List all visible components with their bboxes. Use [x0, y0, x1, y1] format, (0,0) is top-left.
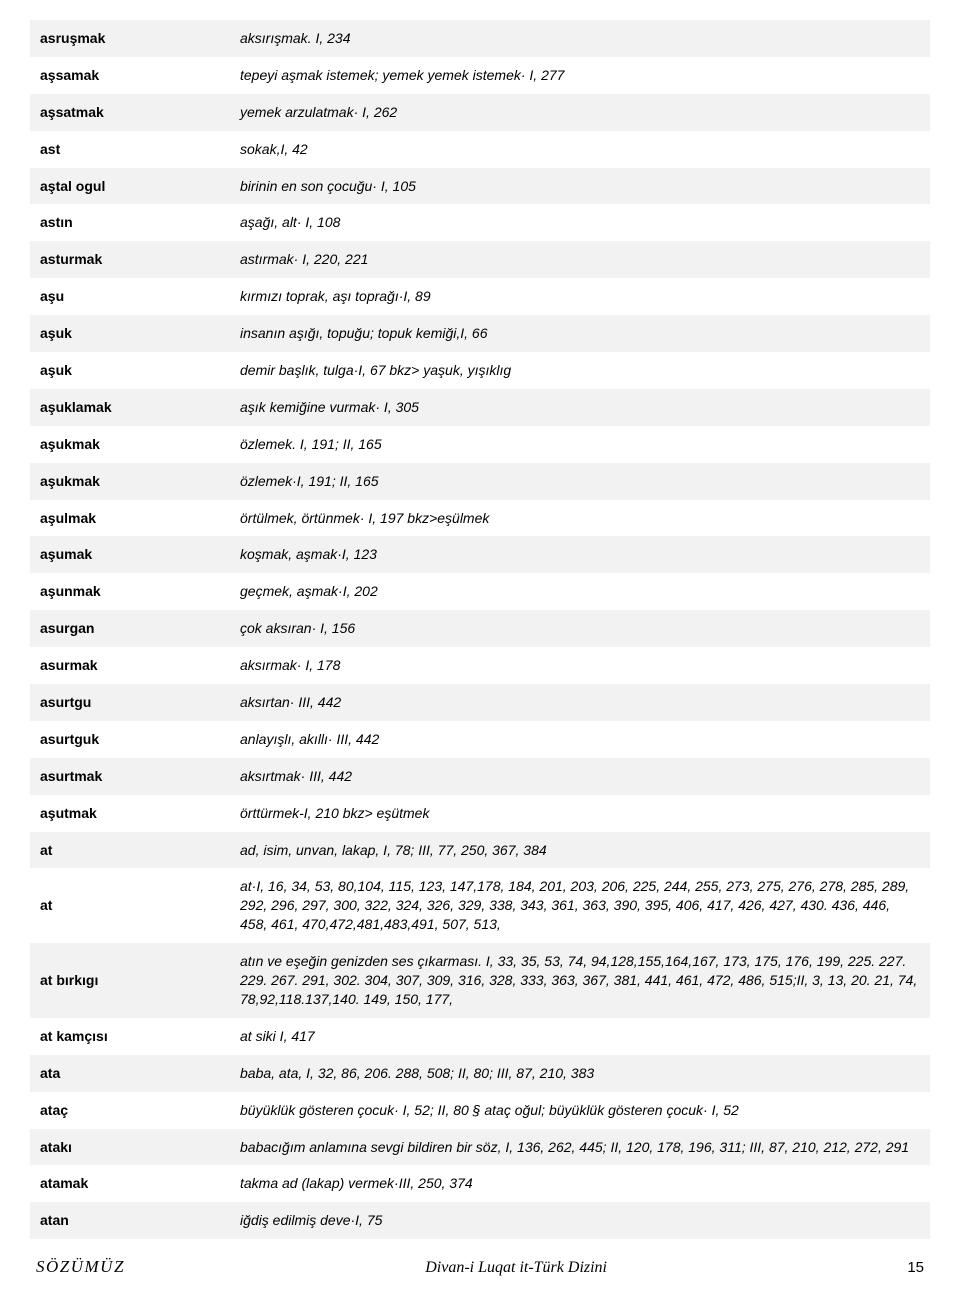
term-cell: aşumak: [30, 536, 230, 573]
term-cell: at kamçısı: [30, 1018, 230, 1055]
table-row: aşunmakgeçmek, aşmak·I, 202: [30, 573, 930, 610]
definition-cell: örttürmek-I, 210 bkz> eşütmek: [230, 795, 930, 832]
definition-cell: ad, isim, unvan, lakap, I, 78; III, 77, …: [230, 832, 930, 869]
table-row: at kamçısıat siki I, 417: [30, 1018, 930, 1055]
term-cell: aşuk: [30, 352, 230, 389]
term-cell: ast: [30, 131, 230, 168]
table-row: aşukinsanın aşığı, topuğu; topuk kemiği,…: [30, 315, 930, 352]
term-cell: ata: [30, 1055, 230, 1092]
table-row: astsokak,I, 42: [30, 131, 930, 168]
footer-title: Divan-i Luqat it-Türk Dizini: [425, 1259, 607, 1277]
term-cell: aşu: [30, 278, 230, 315]
table-row: asurmakaksırmak· I, 178: [30, 647, 930, 684]
table-row: asurgançok aksıran· I, 156: [30, 610, 930, 647]
table-row: ataçbüyüklük gösteren çocuk· I, 52; II, …: [30, 1092, 930, 1129]
term-cell: asruşmak: [30, 20, 230, 57]
term-cell: asurmak: [30, 647, 230, 684]
term-cell: aşuk: [30, 315, 230, 352]
definition-cell: kırmızı toprak, aşı toprağı·I, 89: [230, 278, 930, 315]
definition-cell: sokak,I, 42: [230, 131, 930, 168]
table-row: aşutmakörttürmek-I, 210 bkz> eşütmek: [30, 795, 930, 832]
term-cell: aşutmak: [30, 795, 230, 832]
definition-cell: aksırtmak· III, 442: [230, 758, 930, 795]
table-row: atababa, ata, I, 32, 86, 206. 288, 508; …: [30, 1055, 930, 1092]
table-row: asruşmakaksırışmak. I, 234: [30, 20, 930, 57]
definition-cell: takma ad (lakap) vermek·III, 250, 374: [230, 1165, 930, 1202]
definition-cell: at·I, 16, 34, 53, 80,104, 115, 123, 147,…: [230, 868, 930, 943]
table-row: asurtgukanlayışlı, akıllı· III, 442: [30, 721, 930, 758]
term-cell: aştal ogul: [30, 168, 230, 205]
definition-cell: baba, ata, I, 32, 86, 206. 288, 508; II,…: [230, 1055, 930, 1092]
term-cell: at: [30, 868, 230, 943]
term-cell: asturmak: [30, 241, 230, 278]
table-row: aşsatmakyemek arzulatmak· I, 262: [30, 94, 930, 131]
table-row: aşsamaktepeyi aşmak istemek; yemek yemek…: [30, 57, 930, 94]
definition-cell: büyüklük gösteren çocuk· I, 52; II, 80 §…: [230, 1092, 930, 1129]
table-row: aşukmaközlemek·I, 191; II, 165: [30, 463, 930, 500]
table-row: asurtmakaksırtmak· III, 442: [30, 758, 930, 795]
definition-cell: iğdiş edilmiş deve·I, 75: [230, 1202, 930, 1239]
term-cell: asurgan: [30, 610, 230, 647]
definition-cell: tepeyi aşmak istemek; yemek yemek isteme…: [230, 57, 930, 94]
definition-cell: aşık kemiğine vurmak· I, 305: [230, 389, 930, 426]
footer-page-number: 15: [907, 1259, 924, 1276]
term-cell: asurtgu: [30, 684, 230, 721]
table-row: at bırkıgıatın ve eşeğin genizden ses çı…: [30, 943, 930, 1018]
term-cell: asurtguk: [30, 721, 230, 758]
definition-cell: atın ve eşeğin genizden ses çıkarması. I…: [230, 943, 930, 1018]
term-cell: aşulmak: [30, 500, 230, 537]
footer-brand: SÖZÜMÜZ: [36, 1257, 125, 1277]
definition-cell: aksırmak· I, 178: [230, 647, 930, 684]
definition-cell: koşmak, aşmak·I, 123: [230, 536, 930, 573]
term-cell: aşukmak: [30, 463, 230, 500]
table-row: atamaktakma ad (lakap) vermek·III, 250, …: [30, 1165, 930, 1202]
table-row: asurtguaksırtan· III, 442: [30, 684, 930, 721]
definition-cell: demir başlık, tulga·I, 67 bkz> yaşuk, yı…: [230, 352, 930, 389]
definition-cell: at siki I, 417: [230, 1018, 930, 1055]
term-cell: atan: [30, 1202, 230, 1239]
term-cell: aşsamak: [30, 57, 230, 94]
definition-cell: aksırtan· III, 442: [230, 684, 930, 721]
table-row: ataniğdiş edilmiş deve·I, 75: [30, 1202, 930, 1239]
definition-cell: özlemek·I, 191; II, 165: [230, 463, 930, 500]
definition-cell: anlayışlı, akıllı· III, 442: [230, 721, 930, 758]
table-row: asturmakastırmak· I, 220, 221: [30, 241, 930, 278]
definition-cell: insanın aşığı, topuğu; topuk kemiği,I, 6…: [230, 315, 930, 352]
definition-cell: birinin en son çocuğu· I, 105: [230, 168, 930, 205]
definition-cell: aksırışmak. I, 234: [230, 20, 930, 57]
definition-cell: aşağı, alt· I, 108: [230, 204, 930, 241]
term-cell: atakı: [30, 1129, 230, 1166]
table-row: aşumakkoşmak, aşmak·I, 123: [30, 536, 930, 573]
definition-cell: çok aksıran· I, 156: [230, 610, 930, 647]
table-row: astınaşağı, alt· I, 108: [30, 204, 930, 241]
table-row: atakıbabacığım anlamına sevgi bildiren b…: [30, 1129, 930, 1166]
definition-cell: yemek arzulatmak· I, 262: [230, 94, 930, 131]
table-row: aştal ogulbirinin en son çocuğu· I, 105: [30, 168, 930, 205]
table-row: atad, isim, unvan, lakap, I, 78; III, 77…: [30, 832, 930, 869]
table-row: atat·I, 16, 34, 53, 80,104, 115, 123, 14…: [30, 868, 930, 943]
term-cell: aşuklamak: [30, 389, 230, 426]
definition-cell: babacığım anlamına sevgi bildiren bir sö…: [230, 1129, 930, 1166]
table-row: aşukırmızı toprak, aşı toprağı·I, 89: [30, 278, 930, 315]
term-cell: atamak: [30, 1165, 230, 1202]
table-row: aşukdemir başlık, tulga·I, 67 bkz> yaşuk…: [30, 352, 930, 389]
table-row: aşuklamakaşık kemiğine vurmak· I, 305: [30, 389, 930, 426]
term-cell: at bırkıgı: [30, 943, 230, 1018]
dictionary-table: asruşmakaksırışmak. I, 234aşsamaktepeyi …: [30, 20, 930, 1239]
table-row: aşulmakörtülmek, örtünmek· I, 197 bkz>eş…: [30, 500, 930, 537]
term-cell: astın: [30, 204, 230, 241]
term-cell: aşsatmak: [30, 94, 230, 131]
page-footer: SÖZÜMÜZ Divan-i Luqat it-Türk Dizini 15: [30, 1239, 930, 1277]
term-cell: ataç: [30, 1092, 230, 1129]
term-cell: at: [30, 832, 230, 869]
definition-cell: astırmak· I, 220, 221: [230, 241, 930, 278]
definition-cell: geçmek, aşmak·I, 202: [230, 573, 930, 610]
table-row: aşukmaközlemek. I, 191; II, 165: [30, 426, 930, 463]
term-cell: aşukmak: [30, 426, 230, 463]
term-cell: asurtmak: [30, 758, 230, 795]
term-cell: aşunmak: [30, 573, 230, 610]
definition-cell: örtülmek, örtünmek· I, 197 bkz>eşülmek: [230, 500, 930, 537]
definition-cell: özlemek. I, 191; II, 165: [230, 426, 930, 463]
